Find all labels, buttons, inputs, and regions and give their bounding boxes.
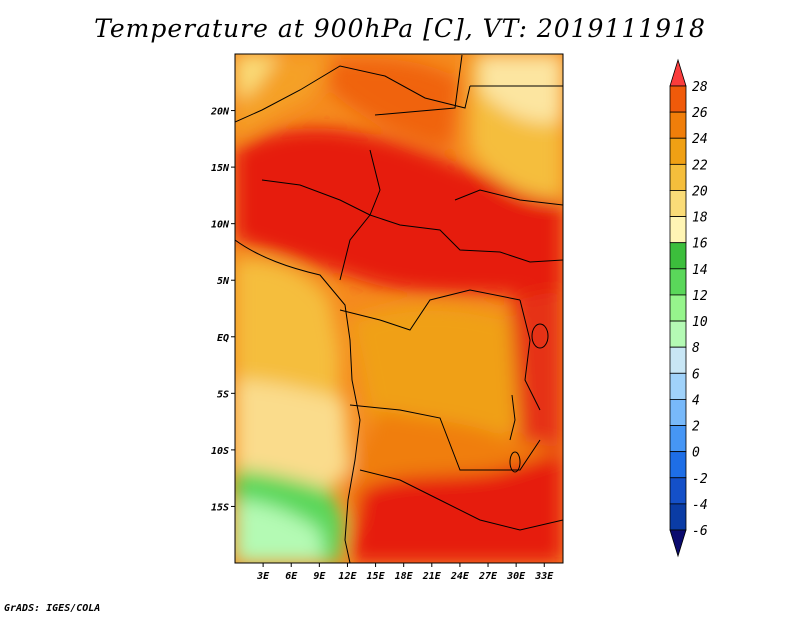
colorbar-level-label: 14 bbox=[692, 263, 708, 278]
map-title: Temperature at 900hPa [C], VT: 201911191… bbox=[94, 14, 706, 43]
lon-tick-label: 30E bbox=[506, 571, 526, 582]
colorbar-segment bbox=[669, 268, 687, 296]
colorbar-segment bbox=[669, 163, 687, 191]
colorbar-segment bbox=[669, 58, 687, 87]
colorbar-segment bbox=[669, 451, 687, 479]
colorbar-segment bbox=[669, 190, 687, 217]
lon-tick-label: 18E bbox=[395, 571, 414, 582]
colorbar-level-label: 10 bbox=[692, 315, 708, 330]
lon-tick-label: 33E bbox=[534, 571, 554, 582]
colorbar-level-label: 12 bbox=[692, 289, 708, 304]
colorbar-segment bbox=[669, 346, 687, 374]
lon-tick-label: 27E bbox=[478, 571, 498, 582]
colorbar-segment bbox=[669, 372, 687, 400]
colorbar-level-label: 16 bbox=[692, 237, 708, 252]
colorbar-segment bbox=[669, 111, 687, 139]
colorbar-level-label: 4 bbox=[692, 393, 700, 408]
credit-label: GrADS: IGES/COLA bbox=[4, 603, 101, 614]
lat-tick-label: 15S bbox=[211, 502, 229, 513]
lon-tick-label: 3E bbox=[256, 571, 270, 582]
lon-tick-label: 15E bbox=[367, 571, 386, 582]
lat-tick-label: 5S bbox=[217, 389, 229, 400]
colorbar-level-label: 28 bbox=[692, 80, 708, 95]
lon-tick-label: 12E bbox=[338, 571, 357, 582]
country-borders bbox=[235, 54, 563, 563]
lakes bbox=[509, 323, 549, 473]
colorbar-segment bbox=[669, 85, 687, 113]
colorbar-level-label: 18 bbox=[692, 211, 708, 226]
colorbar-segment bbox=[669, 477, 687, 505]
lat-tick-label: 20N bbox=[210, 107, 230, 118]
colorbar-segment bbox=[669, 425, 687, 453]
colorbar-segment bbox=[669, 320, 687, 348]
colorbar-level-label: 26 bbox=[692, 106, 708, 121]
lat-tick-label: 15N bbox=[211, 163, 230, 174]
lon-tick-label: 6E bbox=[285, 571, 298, 582]
map-axes: 20N 15N 10N 5N EQ 5S 10S 15S 3E 6E 9E 12E 15E 18E 21E 2… bbox=[210, 107, 554, 582]
colorbar-level-label: 20 bbox=[692, 184, 708, 199]
lat-tick-label: 10S bbox=[211, 446, 229, 457]
colorbar-segment bbox=[669, 216, 687, 244]
colorbar-level-label: 8 bbox=[692, 341, 700, 356]
colorbar-level-label: 22 bbox=[692, 158, 708, 173]
colorbar-level-label: 2 bbox=[692, 420, 700, 435]
colorbar-segment bbox=[669, 242, 687, 270]
colorbar-segment bbox=[669, 529, 687, 558]
colorbar-level-label: 0 bbox=[692, 446, 700, 461]
colorbar-level-label: 24 bbox=[692, 132, 708, 147]
colorbar-segment bbox=[669, 503, 687, 531]
temperature-field bbox=[235, 54, 563, 563]
colorbar-segment bbox=[669, 399, 687, 426]
lon-tick-label: 21E bbox=[422, 571, 442, 582]
map-frame bbox=[234, 53, 564, 564]
colorbar-level-label: -2 bbox=[692, 472, 708, 487]
lon-tick-label: 9E bbox=[313, 571, 326, 582]
colorbar-level-label: -6 bbox=[692, 524, 708, 539]
lat-tick-label: 5N bbox=[217, 276, 230, 287]
colorbar-segment bbox=[669, 137, 687, 165]
colorbar-level-label: 6 bbox=[692, 367, 700, 382]
colorbar-level-label: -4 bbox=[692, 498, 708, 513]
lon-tick-label: 24E bbox=[450, 571, 470, 582]
colorbar-segment bbox=[669, 294, 687, 322]
lat-tick-label: 10N bbox=[211, 220, 230, 231]
lat-tick-label: EQ bbox=[217, 333, 229, 344]
